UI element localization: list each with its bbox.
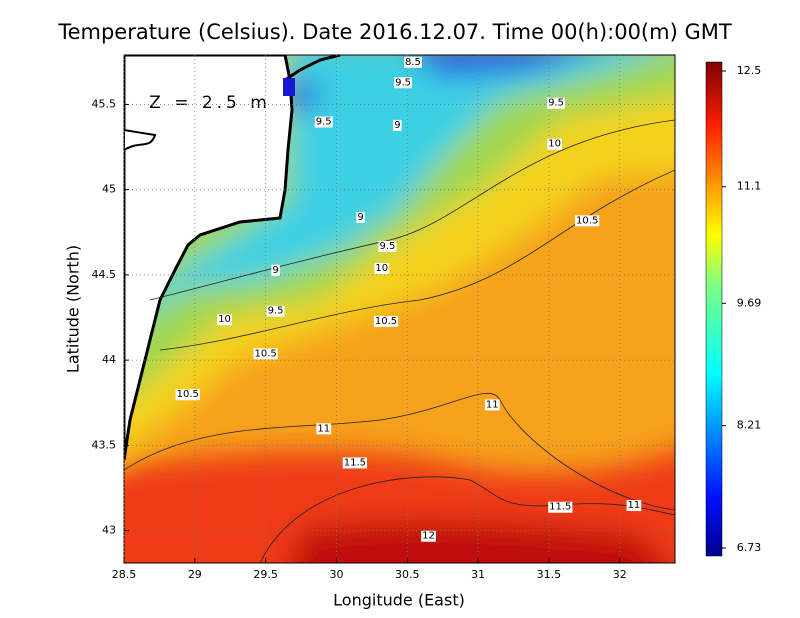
colorbar-tick-label: 12.5 xyxy=(737,64,762,77)
contour-label: 10.5 xyxy=(576,215,598,226)
contour-label: 11 xyxy=(486,399,499,410)
contour-label: 10 xyxy=(548,139,561,150)
contour-label-bg xyxy=(356,211,365,223)
contour-label: 9 xyxy=(272,265,278,276)
contour-label: 11.5 xyxy=(344,457,366,468)
contour-label-bg xyxy=(314,116,333,128)
contour-label-bg xyxy=(547,97,565,109)
x-tick-label: 31.5 xyxy=(537,568,562,581)
contour-label: 8.5 xyxy=(405,57,421,68)
contour-label: 11.5 xyxy=(549,502,571,513)
y-tick-label: 44.5 xyxy=(92,268,117,281)
contour-label-bg xyxy=(575,215,600,227)
contour-label-bg xyxy=(342,457,368,469)
x-tick-label: 31 xyxy=(471,568,485,581)
x-tick-label: 29 xyxy=(188,568,202,581)
contour-label: 10 xyxy=(375,263,388,274)
chart-title: Temperature (Celsius). Date 2016.12.07. … xyxy=(57,20,732,44)
contour-label-bg xyxy=(271,264,280,276)
colorbar-tick-label: 8.21 xyxy=(737,419,762,432)
y-tick-label: 44 xyxy=(102,353,116,366)
temperature-field xyxy=(124,55,675,563)
contour-label: 11 xyxy=(317,423,330,434)
contour-label-bg xyxy=(217,314,232,326)
y-tick-label: 45 xyxy=(102,183,116,196)
contour-label-bg xyxy=(266,305,285,317)
contour-label: 9.5 xyxy=(268,306,284,317)
plot-frame xyxy=(123,54,676,564)
contour-label: 9.5 xyxy=(395,77,411,88)
x-tick-label: 32 xyxy=(613,568,627,581)
contour-label-bg xyxy=(373,315,399,327)
x-tick-label: 30 xyxy=(329,568,343,581)
contour-label: 10.5 xyxy=(255,348,277,359)
colorbar-tick-label: 9.69 xyxy=(737,296,762,309)
contour-label: 10.5 xyxy=(177,389,199,400)
x-tick-label: 29.5 xyxy=(253,568,278,581)
contour-label-bg xyxy=(547,138,562,150)
contour-label: 9.5 xyxy=(316,116,332,127)
colorbar-tick-label: 11.1 xyxy=(737,180,762,193)
contour-label-bg xyxy=(374,263,390,275)
x-tick-label: 30.5 xyxy=(395,568,420,581)
x-axis-label: Longitude (East) xyxy=(333,591,465,610)
contour-label-bg xyxy=(404,56,422,68)
contour-label-bg xyxy=(421,530,436,542)
y-tick-label: 43 xyxy=(102,524,116,537)
depth-annotation: Z = 2.5 m xyxy=(149,93,271,113)
contour-label-bg xyxy=(175,389,200,401)
contour-label: 9.5 xyxy=(548,98,564,109)
contour-label: 12 xyxy=(422,531,435,542)
contour-label-bg xyxy=(253,348,278,360)
contour-label-bg xyxy=(393,119,402,131)
contour-label-bg xyxy=(316,423,332,435)
y-axis-label: Latitude (North) xyxy=(64,245,83,373)
contour-label: 10 xyxy=(218,314,231,325)
y-tick-label: 45.5 xyxy=(92,97,117,110)
contour-label: 11 xyxy=(628,500,641,511)
contour-label: 10.5 xyxy=(375,316,397,327)
contour-label-bg xyxy=(378,240,397,252)
contour-label-bg xyxy=(484,399,500,411)
contour-label: 9.5 xyxy=(380,241,396,252)
contour-label: 9 xyxy=(357,212,363,223)
colorbar-tick-label: 6.73 xyxy=(737,541,762,554)
x-tick-label: 28.5 xyxy=(112,568,137,581)
contour-label-bg xyxy=(626,500,642,512)
colorbar xyxy=(705,61,723,557)
contour-label-bg xyxy=(394,77,412,89)
contour-label: 9 xyxy=(394,120,400,131)
contour-label-bg xyxy=(548,501,573,513)
y-tick-label: 43.5 xyxy=(92,438,117,451)
